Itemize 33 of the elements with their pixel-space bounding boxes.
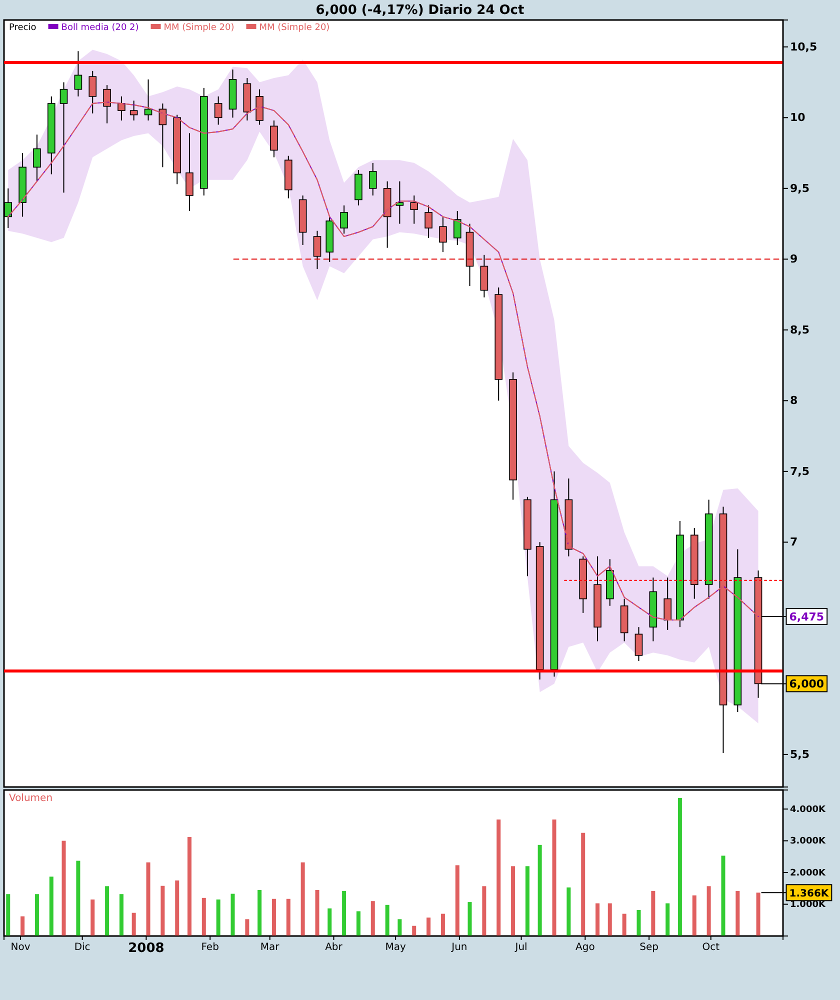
y-tick-label: 5,5 [790, 748, 810, 761]
x-tick-label: May [385, 942, 406, 954]
y-tick-label: 10 [790, 111, 806, 124]
x-tick-label: Jun [450, 942, 468, 954]
y-tick-label: 4.000K [790, 804, 826, 815]
x-tick-label: Abr [325, 942, 344, 954]
x-tick-label: Oct [702, 942, 720, 954]
y-tick-label: 2.000K [790, 868, 826, 878]
legend-label: MM (Simple 20) [164, 23, 234, 33]
annotation: 1.366K [789, 888, 830, 900]
annotation: 6,000 [789, 678, 824, 691]
x-tick-label: 2008 [128, 941, 164, 956]
y-tick-label: 7 [790, 536, 798, 549]
y-tick-label: 7,5 [790, 464, 810, 478]
x-tick-label: Sep [640, 942, 658, 954]
x-tick-label: Nov [10, 942, 30, 954]
x-tick-label: Ago [576, 942, 595, 954]
chart-title: 6,000 (-4,17%) Diario 24 Oct [316, 3, 524, 18]
x-tick-label: Feb [201, 942, 219, 954]
text: Precio [9, 23, 37, 33]
legend-label: MM (Simple 20) [259, 23, 330, 33]
y-tick-label: 8,5 [790, 323, 810, 336]
y-tick-label: 3.000K [790, 836, 826, 847]
legend-label: Boll media (20 2) [61, 23, 139, 33]
y-tick-label: 9 [790, 252, 798, 266]
x-tick-label: Dic [74, 942, 90, 954]
annotation: 6,475 [789, 610, 824, 624]
x-tick-label: Mar [260, 942, 280, 954]
y-tick-label: 10,5 [790, 40, 818, 54]
chart-title: Volumen [9, 793, 53, 804]
y-tick-label: 8 [790, 394, 798, 408]
y-tick-label: 9,5 [790, 182, 810, 195]
x-tick-label: Jul [514, 942, 528, 954]
